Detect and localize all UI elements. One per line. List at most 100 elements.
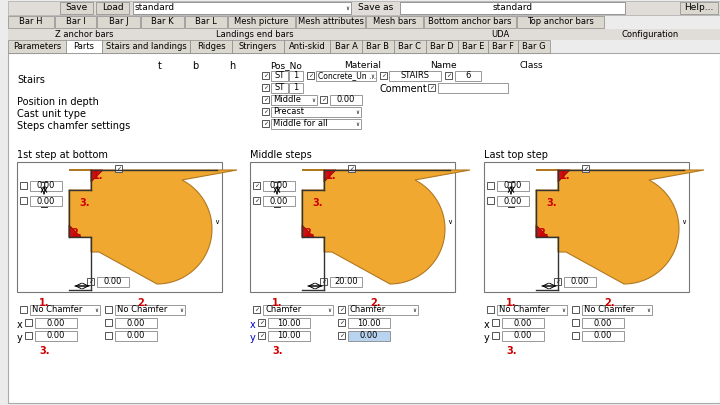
Polygon shape — [302, 225, 314, 237]
Bar — [428, 84, 435, 91]
Bar — [20, 306, 27, 313]
Text: 1.: 1. — [39, 298, 50, 308]
Text: Mesh picture: Mesh picture — [234, 17, 289, 26]
Bar — [253, 182, 260, 189]
Text: ✓: ✓ — [583, 166, 588, 171]
Text: Parts: Parts — [73, 42, 94, 51]
Text: Bar J: Bar J — [109, 17, 128, 26]
Text: Middle steps: Middle steps — [250, 150, 312, 160]
Polygon shape — [69, 225, 81, 237]
Text: Material: Material — [344, 61, 381, 70]
Text: 1.: 1. — [560, 171, 570, 181]
Text: 1.: 1. — [326, 171, 336, 181]
Text: Parameters: Parameters — [13, 42, 61, 51]
Bar — [262, 108, 269, 115]
Text: 2.: 2. — [304, 228, 315, 238]
Text: y: y — [484, 333, 490, 343]
Text: h: h — [229, 61, 235, 71]
Text: ✓: ✓ — [263, 121, 268, 126]
Bar — [330, 40, 362, 53]
Bar — [487, 306, 494, 313]
Bar — [389, 71, 441, 81]
Bar — [400, 2, 625, 14]
Text: No Chamfer: No Chamfer — [117, 305, 167, 315]
Text: ✓: ✓ — [321, 97, 326, 102]
Bar — [271, 107, 361, 117]
Text: ∨: ∨ — [327, 307, 331, 313]
Text: 0.00: 0.00 — [571, 277, 589, 286]
Text: y: y — [17, 333, 23, 343]
Bar — [348, 305, 418, 315]
Bar — [87, 278, 94, 285]
Text: ∨: ∨ — [311, 98, 315, 102]
Bar — [17, 162, 222, 292]
Text: x: x — [484, 320, 490, 330]
Text: No Chamfer: No Chamfer — [584, 305, 634, 315]
Text: ✓: ✓ — [88, 279, 93, 284]
Text: ∨: ∨ — [646, 307, 650, 313]
Bar — [35, 331, 77, 341]
Bar — [497, 305, 567, 315]
Bar — [30, 196, 62, 206]
Text: Bar H: Bar H — [19, 17, 42, 26]
Text: 10.00: 10.00 — [357, 318, 381, 328]
Bar — [105, 319, 112, 326]
Text: ✓: ✓ — [339, 333, 344, 338]
Bar — [307, 72, 314, 79]
Text: No Chamfer: No Chamfer — [32, 305, 82, 315]
Bar — [518, 40, 550, 53]
Bar — [115, 305, 185, 315]
Bar — [262, 96, 269, 103]
Bar — [25, 332, 32, 339]
Text: ∨: ∨ — [681, 219, 686, 225]
Bar — [680, 2, 718, 14]
Bar — [30, 305, 100, 315]
Bar — [96, 2, 129, 14]
Bar — [348, 331, 390, 341]
Text: 0.00: 0.00 — [337, 96, 355, 104]
Text: Precast: Precast — [273, 107, 304, 117]
Bar — [105, 332, 112, 339]
Text: 0.00: 0.00 — [504, 196, 522, 205]
Bar — [8, 16, 54, 28]
Polygon shape — [324, 170, 336, 182]
Text: Bar E: Bar E — [462, 42, 484, 51]
Polygon shape — [69, 170, 237, 284]
Text: y: y — [250, 333, 256, 343]
Text: 0.00: 0.00 — [504, 181, 522, 190]
Text: Help...: Help... — [684, 4, 714, 13]
Text: Position in depth: Position in depth — [17, 97, 99, 107]
Polygon shape — [536, 225, 548, 237]
Text: No Chamfer: No Chamfer — [499, 305, 549, 315]
Text: 1: 1 — [293, 72, 299, 81]
Bar — [133, 2, 351, 14]
Text: ✓: ✓ — [259, 333, 264, 338]
Text: Bar I: Bar I — [66, 17, 85, 26]
Text: Chamfer: Chamfer — [265, 305, 301, 315]
Bar — [426, 40, 458, 53]
Bar — [262, 72, 269, 79]
Text: Bar C: Bar C — [398, 42, 421, 51]
Text: Save: Save — [66, 4, 88, 13]
Text: x: x — [17, 320, 23, 330]
Text: ∨: ∨ — [94, 307, 98, 313]
Text: 2.: 2. — [538, 228, 549, 238]
Text: 10.00: 10.00 — [277, 332, 301, 341]
Text: t: t — [158, 61, 162, 71]
Bar — [366, 16, 423, 28]
Bar — [296, 16, 365, 28]
Text: Ridges: Ridges — [197, 42, 225, 51]
Text: Top anchor bars: Top anchor bars — [527, 17, 594, 26]
Text: ✓: ✓ — [349, 166, 354, 171]
Text: standard: standard — [135, 4, 175, 13]
Text: Name: Name — [430, 61, 456, 70]
Bar — [320, 278, 327, 285]
Text: ST: ST — [274, 83, 284, 92]
Text: ∨: ∨ — [179, 307, 183, 313]
Text: Landings end bars: Landings end bars — [216, 30, 294, 39]
Text: Mesh bars: Mesh bars — [373, 17, 416, 26]
Text: Steps chamfer settings: Steps chamfer settings — [17, 121, 130, 131]
Bar — [271, 95, 317, 105]
Bar — [488, 40, 518, 53]
Bar — [492, 332, 499, 339]
